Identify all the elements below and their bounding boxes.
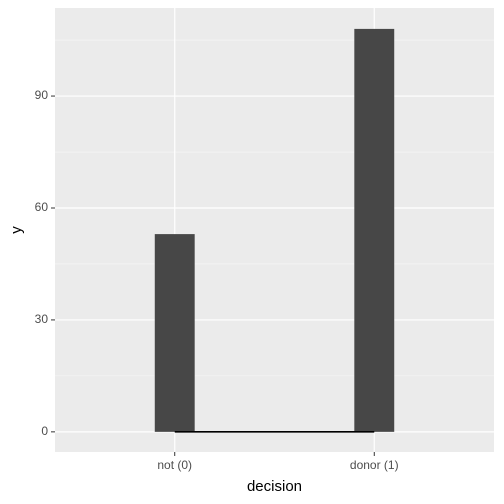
y-tick-label: 90 [35,88,49,102]
x-tick-label: not (0) [157,458,192,472]
x-tick-label: donor (1) [350,458,399,472]
y-axis-title: y [8,226,25,234]
x-axis-title: decision [247,478,302,495]
marks [154,28,395,433]
y-tick-label: 0 [41,424,48,438]
bar [154,234,195,432]
axes: 0 30 60 90 not (0) donor (1) [35,88,399,472]
y-tick-label: 30 [35,312,49,326]
bar [354,28,395,432]
panel [55,8,494,452]
y-tick-label: 60 [35,200,49,214]
